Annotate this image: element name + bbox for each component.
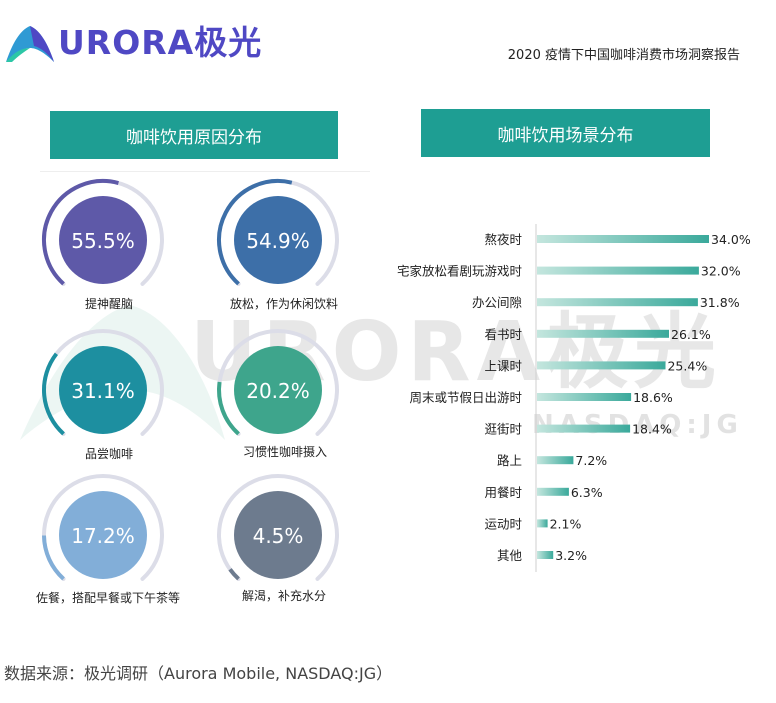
gauge-5-label: 解渴，补充水分: [242, 589, 327, 603]
gauge-1-label: 放松，作为休闲饮料: [230, 297, 339, 311]
bar-value-label: 26.1%: [671, 327, 711, 342]
bar-category-label: 路上: [497, 453, 522, 468]
gauge-3-graphic: 20.2%: [217, 329, 339, 436]
gauge-2-label: 品尝咖啡: [85, 447, 134, 461]
gauge-0: 55.5%: [38, 177, 168, 292]
bar-category-label: 办公间隙: [472, 295, 522, 310]
bar-value-label: 6.3%: [571, 485, 603, 500]
report-title: 2020 疫情下中国咖啡消费市场洞察报告: [507, 48, 740, 63]
gauge-5-value-arc: [228, 568, 240, 581]
bar-value-label: 2.1%: [550, 516, 582, 531]
bar: [537, 298, 698, 307]
gauge-0-label: 提神醒脑: [85, 297, 134, 311]
bar-value-label: 32.0%: [701, 264, 741, 279]
bar-category-label: 运动时: [484, 516, 522, 531]
gauge-1-disc: [234, 196, 322, 284]
gauge-4-graphic: 17.2%: [42, 474, 164, 581]
bar-category-label: 用餐时: [484, 485, 522, 500]
gauge-5-track: [217, 474, 339, 581]
gauge-3-value-arc: [217, 381, 240, 436]
bar-value-label: 34.0%: [711, 232, 751, 247]
bar: [537, 393, 632, 401]
gauge-4-disc: [59, 491, 147, 579]
gauge-2-graphic: 31.1%: [42, 329, 164, 436]
gauge-5-value-label: 4.5%: [253, 524, 304, 548]
bar: [537, 329, 669, 338]
gauge-5-disc: [234, 491, 322, 579]
gauge-0-value-arc: [42, 179, 119, 286]
gauge-2-value-label: 31.1%: [71, 379, 135, 403]
bar-value-label: 31.8%: [700, 295, 740, 310]
bar-category-label: 上课时: [484, 358, 522, 373]
gauge-4-value-label: 17.2%: [71, 524, 135, 548]
gauge-0-graphic: 55.5%: [42, 179, 164, 286]
bar-value-label: 3.2%: [555, 548, 587, 563]
bar: [537, 266, 699, 275]
aurora-logo-mark: [6, 26, 54, 62]
logo-text: URORA极光: [58, 23, 263, 62]
gauge-0-value-label: 55.5%: [71, 229, 135, 253]
bar: [537, 519, 548, 528]
reasons-section-title: 咖啡饮用原因分布: [50, 111, 338, 159]
bar: [537, 551, 554, 559]
bar-value-label: 7.2%: [575, 453, 607, 468]
gauge-2-value-arc: [42, 352, 65, 436]
gauge-2-disc: [59, 346, 147, 434]
gauge-1-graphic: 54.9%: [217, 179, 339, 286]
bar: [537, 487, 569, 496]
gauge-3: 20.2%: [213, 327, 343, 442]
scenes-section-title: 咖啡饮用场景分布: [421, 109, 710, 157]
bar-value-label: 18.6%: [633, 390, 673, 405]
gauge-3-value-label: 20.2%: [246, 379, 310, 403]
gauge-5: 4.5%: [213, 472, 343, 587]
bar: [537, 235, 709, 243]
bar-category-label: 宅家放松看剧玩游戏时: [397, 264, 523, 279]
bar-category-label: 其他: [497, 548, 523, 563]
bar-value-label: 25.4%: [667, 358, 707, 373]
gauge-3-label: 习惯性咖啡摄入: [243, 445, 328, 459]
gauge-2: 31.1%: [38, 327, 168, 442]
gauge-5-graphic: 4.5%: [217, 474, 339, 581]
bar: [537, 424, 631, 433]
gauge-4: 17.2%: [38, 472, 168, 587]
bar-category-label: 熬夜时: [484, 232, 522, 247]
gauge-4-value-arc: [42, 535, 65, 581]
divider: [40, 171, 370, 172]
gauge-3-disc: [234, 346, 322, 434]
bar-value-label: 18.4%: [632, 422, 672, 437]
bar: [537, 456, 574, 465]
bar-category-label: 看书时: [484, 327, 522, 342]
bar-category-label: 周末或节假日出游时: [409, 390, 522, 405]
gauge-0-disc: [59, 196, 147, 284]
bar-category-label: 逛街时: [484, 422, 522, 437]
data-source: 数据来源：极光调研（Aurora Mobile, NASDAQ:JG）: [4, 664, 393, 683]
gauge-1: 54.9%: [213, 177, 343, 292]
bar: [537, 361, 666, 370]
gauge-1-value-arc: [217, 179, 293, 286]
gauge-1-value-label: 54.9%: [246, 229, 310, 253]
gauge-4-label: 佐餐，搭配早餐或下午茶等: [36, 591, 181, 605]
